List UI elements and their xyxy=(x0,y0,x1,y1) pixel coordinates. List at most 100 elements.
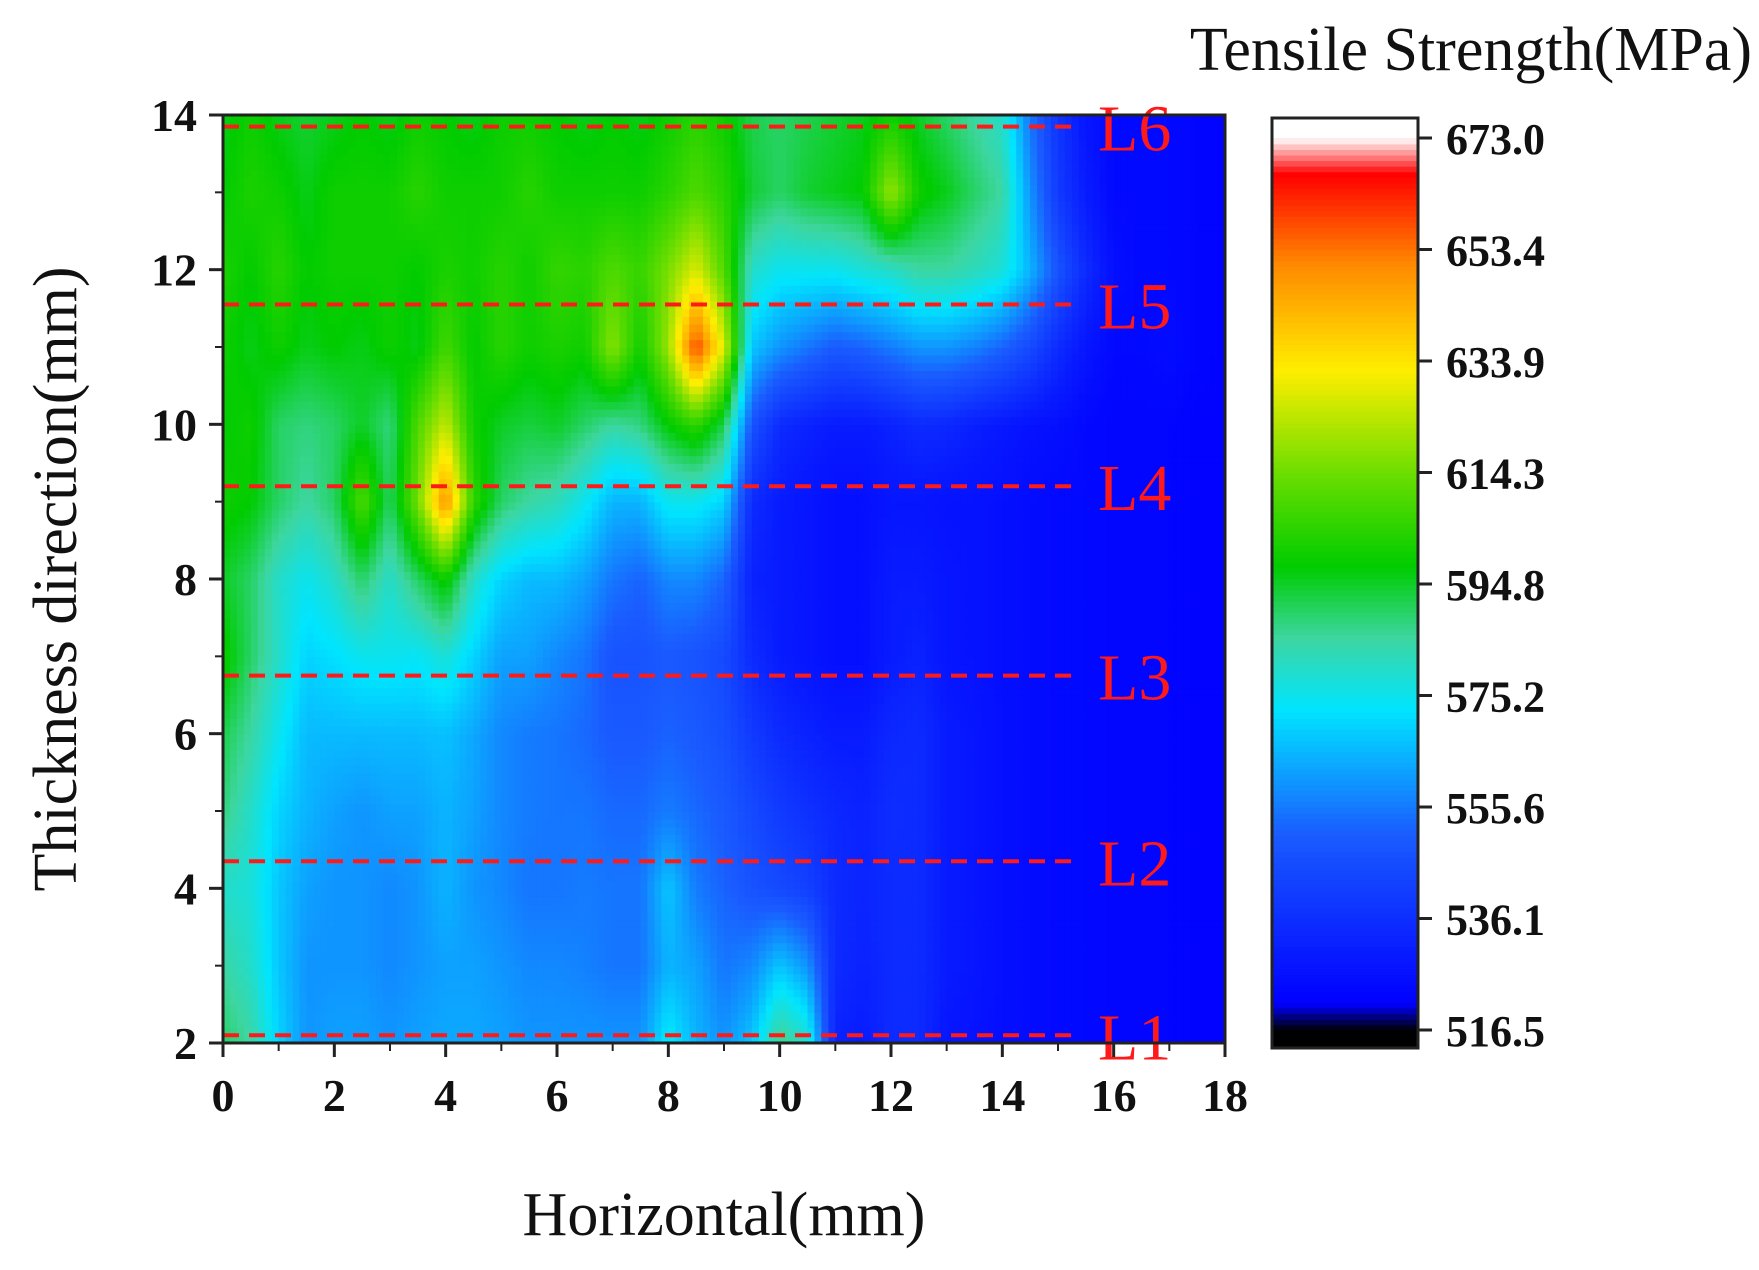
heat-cell xyxy=(786,957,795,967)
heat-cell xyxy=(1099,826,1108,835)
heat-cell xyxy=(730,818,739,828)
heat-cell xyxy=(1120,896,1129,905)
heat-cell xyxy=(223,888,231,897)
heat-cell xyxy=(1009,811,1018,820)
heat-cell xyxy=(1044,981,1052,990)
heat-cell xyxy=(1085,857,1094,866)
heat-cell xyxy=(390,818,398,828)
heat-cell xyxy=(515,996,524,1006)
heat-cell xyxy=(1037,872,1045,882)
heat-cell xyxy=(675,1035,684,1043)
heat-cell xyxy=(327,981,336,990)
heat-cell xyxy=(856,888,864,897)
heat-cell xyxy=(438,896,447,905)
heat-cell xyxy=(390,772,398,781)
heat-cell xyxy=(877,981,885,990)
heat-cell xyxy=(327,896,336,905)
heat-cell xyxy=(1064,787,1073,797)
heat-cell xyxy=(550,927,558,936)
heat-cell xyxy=(459,950,468,959)
heat-cell xyxy=(473,973,482,982)
heat-cell xyxy=(1141,965,1150,975)
heat-cell xyxy=(960,818,969,828)
heat-cell xyxy=(355,942,363,951)
heat-cell xyxy=(501,841,510,851)
heat-cell xyxy=(849,826,858,835)
heat-cell xyxy=(842,780,851,789)
heat-cell xyxy=(250,888,259,897)
heat-cell xyxy=(501,903,510,913)
heat-cell xyxy=(1120,834,1129,843)
heat-cell xyxy=(724,811,732,820)
heat-cell xyxy=(550,849,558,859)
heat-cell xyxy=(946,934,955,944)
heat-cell xyxy=(452,1012,461,1021)
heat-cell xyxy=(654,818,663,828)
heat-cell xyxy=(1085,818,1094,828)
heat-cell xyxy=(563,780,572,789)
heat-cell xyxy=(1044,988,1052,998)
heat-cell xyxy=(814,950,823,959)
heat-cell xyxy=(1211,957,1219,967)
heat-cell xyxy=(696,787,704,797)
heat-cell xyxy=(320,981,329,990)
heat-cell xyxy=(793,903,802,913)
heat-cell xyxy=(1155,818,1164,828)
heat-cell xyxy=(1051,1035,1059,1043)
heat-cell xyxy=(647,950,656,959)
heat-cell xyxy=(1078,787,1087,797)
heat-cell xyxy=(1016,780,1025,789)
heat-cell xyxy=(390,934,398,944)
heat-cell xyxy=(334,841,343,851)
heat-cell xyxy=(1127,888,1136,897)
heat-cell xyxy=(751,919,760,928)
heat-cell xyxy=(424,903,433,913)
heat-cell xyxy=(960,834,969,843)
heat-cell xyxy=(710,826,718,835)
heat-cell xyxy=(717,996,725,1006)
heat-cell xyxy=(1127,849,1136,859)
heat-cell xyxy=(1044,942,1052,951)
heat-cell xyxy=(1113,988,1122,998)
heat-cell xyxy=(306,965,315,975)
heat-cell xyxy=(271,919,280,928)
heat-cell xyxy=(417,787,426,797)
heat-cell xyxy=(1204,927,1212,936)
heat-cell xyxy=(988,1027,997,1037)
heat-cell xyxy=(473,1027,482,1037)
heat-cell xyxy=(1176,818,1185,828)
heat-cell xyxy=(522,911,530,921)
heat-cell xyxy=(480,826,489,835)
heat-cell xyxy=(863,911,871,921)
heat-cell xyxy=(285,1027,294,1037)
heat-cell xyxy=(1141,950,1150,959)
heat-cell xyxy=(1120,780,1129,789)
heat-cell xyxy=(383,1004,391,1013)
heat-cell xyxy=(939,996,948,1006)
heat-cell xyxy=(640,811,649,820)
heat-cell xyxy=(264,826,273,835)
heat-cell xyxy=(730,826,739,835)
heat-cell xyxy=(550,903,558,913)
heat-cell xyxy=(737,903,746,913)
heat-cell xyxy=(1120,981,1129,990)
heat-cell xyxy=(550,780,558,789)
heat-cell xyxy=(1009,826,1018,835)
heat-cell xyxy=(278,780,287,789)
heat-cell xyxy=(835,927,844,936)
heat-cell xyxy=(758,803,767,812)
heat-cell xyxy=(1169,988,1178,998)
heat-cell xyxy=(529,772,537,781)
heat-cell xyxy=(1037,988,1045,998)
heat-cell xyxy=(271,927,280,936)
heat-cell xyxy=(557,772,565,781)
heat-cell xyxy=(1058,865,1066,874)
heat-cell xyxy=(835,826,844,835)
heat-cell xyxy=(689,942,697,951)
heat-cell xyxy=(730,1019,739,1029)
heat-cell xyxy=(918,981,927,990)
heat-cell xyxy=(654,919,663,928)
heat-cell xyxy=(633,772,642,781)
heat-cell xyxy=(473,857,482,866)
heat-cell xyxy=(710,911,718,921)
